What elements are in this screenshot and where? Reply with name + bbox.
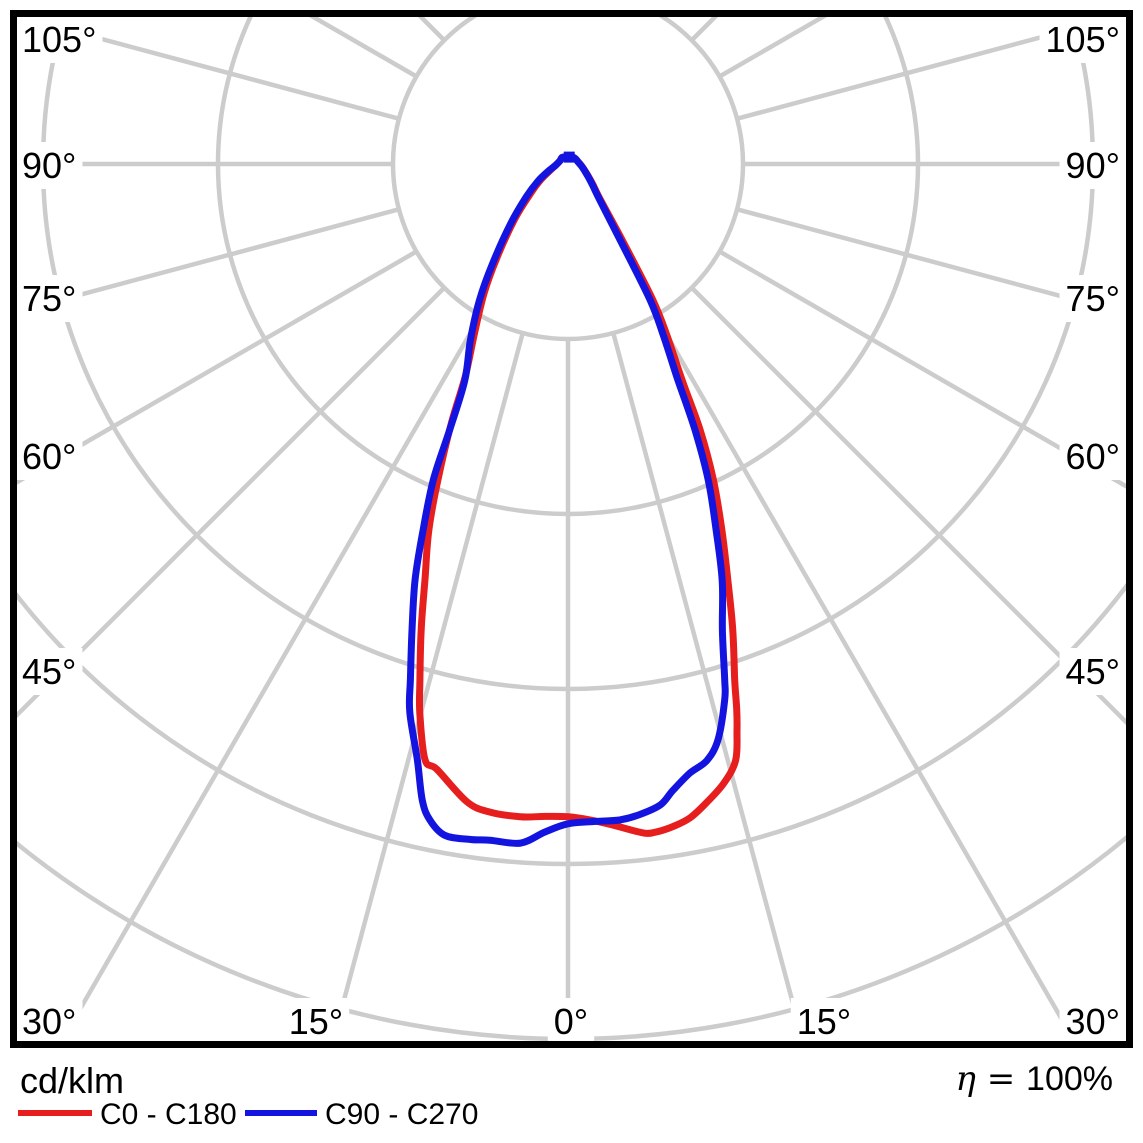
angle-tick-label: 45° <box>22 651 76 692</box>
tick-label-background <box>16 433 83 480</box>
angle-tick-labels: 105° 90° 75° 60° 45° 30° 105° 90° 75° 60° 45° 30° 15… <box>16 16 1126 1045</box>
grid-radial-line <box>690 286 1126 726</box>
tick-label-background <box>1059 998 1126 1045</box>
grid-radial-line <box>718 249 1126 489</box>
efficiency-symbol: η = <box>956 1059 1026 1099</box>
tick-label-background <box>547 998 595 1045</box>
units-label: cd/klm <box>20 1060 124 1101</box>
intensity-curves <box>405 151 741 847</box>
angle-tick-label: 45° <box>1066 651 1120 692</box>
curve-tip-marker <box>563 151 575 163</box>
angle-tick-label: 90° <box>1066 145 1120 186</box>
angle-tick-label: 60° <box>22 436 76 477</box>
tick-label-background <box>16 648 83 695</box>
angle-tick-label: 0° <box>554 1001 588 1042</box>
grid-radial-line <box>17 207 400 314</box>
tick-label-background <box>1059 648 1126 695</box>
tick-label-background <box>790 998 858 1045</box>
angle-tick-label: 75° <box>22 278 76 319</box>
angle-tick-label: 15° <box>797 1001 851 1042</box>
tick-label-background <box>16 142 83 189</box>
tick-label-background <box>16 275 83 322</box>
efficiency-label: η = 100% <box>956 1059 1113 1099</box>
grid-ring <box>17 582 1126 867</box>
grid-radial-line <box>17 17 400 121</box>
tick-label-background <box>1059 433 1126 480</box>
legend-label-c90-c270: C90 - C270 <box>325 1098 478 1131</box>
angle-tick-label: 105° <box>22 19 96 60</box>
angle-tick-label: 30° <box>1066 1001 1120 1042</box>
tick-label-background <box>16 998 83 1045</box>
angle-tick-label: 15° <box>289 1001 343 1042</box>
angle-tick-label: 30° <box>22 1001 76 1042</box>
grid-radial-line <box>17 249 418 485</box>
tick-label-background <box>1039 16 1126 63</box>
angle-tick-label: 105° <box>1046 19 1120 60</box>
tick-label-background <box>16 16 103 63</box>
grid-radial-line <box>736 207 1126 316</box>
legend: C0 - C180 C90 - C270 <box>18 1098 478 1131</box>
curve-c90-c270 <box>405 153 729 847</box>
legend-label-c0-c180: C0 - C180 <box>100 1098 237 1131</box>
grid-ring <box>390 17 746 342</box>
tick-label-background <box>1059 275 1126 322</box>
plot-border <box>10 10 1133 1048</box>
tick-label-background <box>282 998 350 1045</box>
grid-radial-line <box>611 332 806 1041</box>
curve-c0-c180 <box>415 153 741 837</box>
grid-radial-line <box>330 332 525 1041</box>
tick-label-background <box>1059 142 1126 189</box>
angle-tick-label: 60° <box>1066 436 1120 477</box>
grid-radial-line <box>17 286 446 719</box>
efficiency-value: 100% <box>1026 1060 1113 1098</box>
grid-radial-line <box>736 17 1126 121</box>
angle-tick-label: 75° <box>1066 278 1120 319</box>
angle-tick-label: 90° <box>22 145 76 186</box>
